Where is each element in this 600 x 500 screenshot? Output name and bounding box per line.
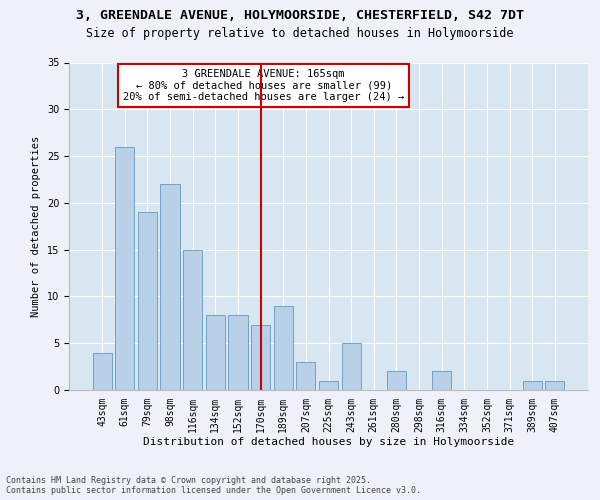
Text: 3, GREENDALE AVENUE, HOLYMOORSIDE, CHESTERFIELD, S42 7DT: 3, GREENDALE AVENUE, HOLYMOORSIDE, CHEST… [76,9,524,22]
Bar [296,362,316,390]
Bar [115,146,134,390]
Bar [206,315,225,390]
Bar [523,380,542,390]
Text: Size of property relative to detached houses in Holymoorside: Size of property relative to detached ho… [86,28,514,40]
Bar [160,184,180,390]
Bar [251,324,270,390]
Bar [341,343,361,390]
Bar [432,372,451,390]
X-axis label: Distribution of detached houses by size in Holymoorside: Distribution of detached houses by size … [143,437,514,447]
Text: Contains HM Land Registry data © Crown copyright and database right 2025.
Contai: Contains HM Land Registry data © Crown c… [6,476,421,495]
Y-axis label: Number of detached properties: Number of detached properties [31,136,41,317]
Bar [387,372,406,390]
Bar [183,250,202,390]
Bar [229,315,248,390]
Bar [274,306,293,390]
Bar [92,352,112,390]
Bar [545,380,565,390]
Bar [319,380,338,390]
Text: 3 GREENDALE AVENUE: 165sqm
← 80% of detached houses are smaller (99)
20% of semi: 3 GREENDALE AVENUE: 165sqm ← 80% of deta… [123,69,404,102]
Bar [138,212,157,390]
